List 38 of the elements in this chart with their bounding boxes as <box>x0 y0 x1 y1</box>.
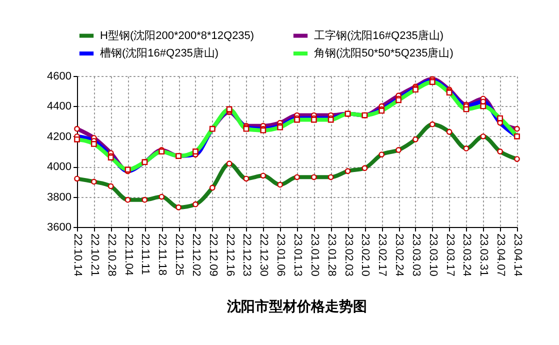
text: 沈阳市型材价格走势图 <box>226 298 367 314</box>
x-tick-label: 23.01.06 <box>274 234 287 276</box>
legend-label: H型钢(沈阳200*200*8*12Q235) <box>100 28 254 42</box>
x-tick-label: 23.03.17 <box>444 234 456 276</box>
y-tick-label: 4600 <box>47 70 72 82</box>
x-tick-label: 22.10.14 <box>72 234 84 276</box>
x-tick-label: 22.12.02 <box>190 234 202 276</box>
legend-label: 角钢(沈阳50*50*5Q235唐山) <box>314 46 454 60</box>
x-tick-label: 22.12.16 <box>224 234 236 276</box>
x-tick-label: 23.01.20 <box>308 234 320 276</box>
y-tick-label: 3800 <box>47 191 72 204</box>
x-tick-label: 22.12.09 <box>206 234 219 276</box>
x-tick-label: 23.03.10 <box>426 234 439 276</box>
x-tick-label: 23.02.10 <box>359 234 372 276</box>
x-tick-label: 22.11.11 <box>139 234 152 275</box>
y-tick-label: 4000 <box>47 161 72 174</box>
x-tick-label: 22.11.18 <box>156 234 168 276</box>
legend-label: 工字钢(沈阳16#Q235唐山) <box>314 28 444 42</box>
x-tick-label: 22.12.23 <box>240 234 253 276</box>
x-tick-label: 23.02.03 <box>342 234 354 276</box>
y-tick-label: 4400 <box>47 100 72 113</box>
x-tick-label: 22.12.30 <box>258 234 270 276</box>
x-tick-label: 23.03.24 <box>460 234 473 276</box>
x-tick-label: 23.02.17 <box>376 234 388 276</box>
x-tick-label: 23.04.07 <box>494 234 507 276</box>
x-tick-label: 22.10.21 <box>88 234 100 276</box>
y-tick-label: 3600 <box>47 222 72 234</box>
x-tick-label: 22.11.04 <box>122 234 134 276</box>
x-tick-label: 23.01.13 <box>292 234 304 276</box>
x-tick-label: 23.04.14 <box>512 234 524 276</box>
x-tick-label: 23.03.31 <box>478 234 490 276</box>
x-tick-label: 23.02.24 <box>393 234 406 276</box>
x-tick-label: 23.03.03 <box>410 234 422 276</box>
x-tick-label: 23.01.28 <box>325 234 338 276</box>
x-tick-label: 22.10.28 <box>105 234 118 276</box>
x-tick-label: 22.11.25 <box>173 234 186 276</box>
y-tick-label: 4200 <box>47 130 72 143</box>
legend-label: 槽钢(沈阳16#Q235唐山) <box>100 46 219 60</box>
